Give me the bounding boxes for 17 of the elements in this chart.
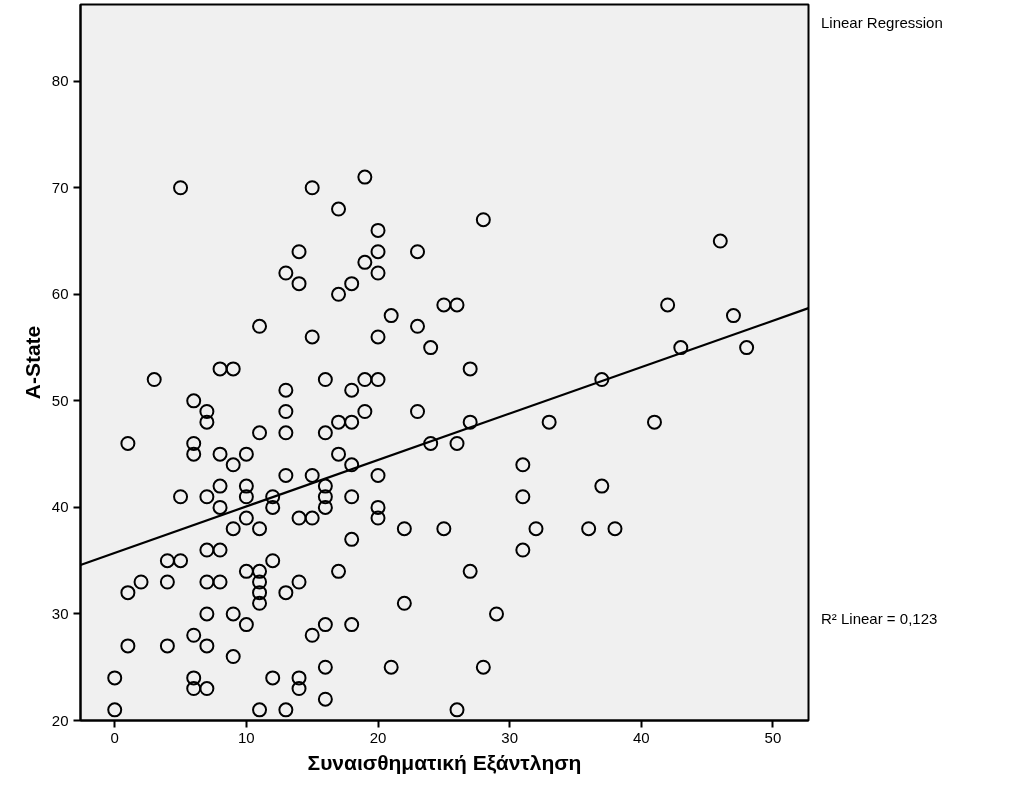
x-tick-label: 20 bbox=[369, 728, 387, 746]
y-tick-label: 20 bbox=[51, 711, 69, 729]
x-axis-title: Συναισθηματική Εξάντληση bbox=[307, 750, 582, 774]
y-tick-label: 60 bbox=[51, 285, 69, 303]
text: Linear Regression bbox=[821, 13, 943, 33]
text: R² Linear = 0,123 bbox=[821, 609, 938, 630]
y-tick-label: 40 bbox=[51, 498, 69, 516]
x-tick-label: 40 bbox=[632, 728, 650, 746]
y-tick-label: 80 bbox=[51, 72, 69, 90]
x-tick-label: 50 bbox=[764, 728, 782, 746]
y-tick-label: 50 bbox=[51, 391, 69, 409]
y-tick-label: 30 bbox=[51, 604, 69, 622]
x-tick-label: 30 bbox=[501, 728, 519, 746]
y-tick-label: 70 bbox=[51, 178, 69, 196]
x-tick-label: 0 bbox=[110, 728, 119, 746]
y-axis-title: A-State bbox=[20, 325, 44, 400]
x-tick-label: 10 bbox=[238, 728, 255, 746]
